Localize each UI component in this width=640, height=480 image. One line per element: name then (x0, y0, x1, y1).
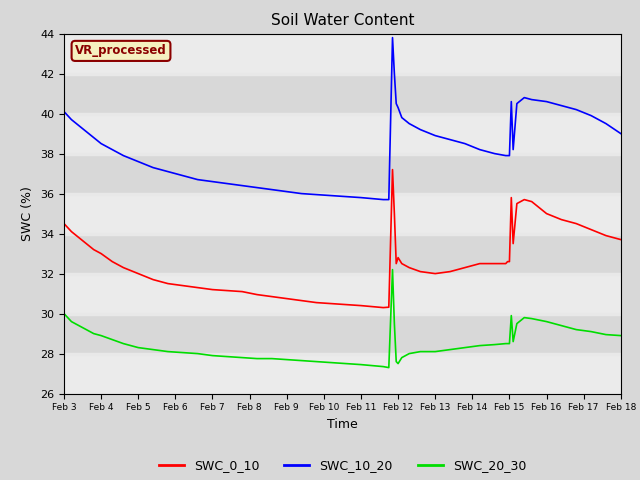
Legend: SWC_0_10, SWC_10_20, SWC_20_30: SWC_0_10, SWC_10_20, SWC_20_30 (154, 455, 531, 477)
Title: Soil Water Content: Soil Water Content (271, 13, 414, 28)
Bar (64, 193, 621, 234)
Bar (64, 274, 621, 313)
Y-axis label: SWC (%): SWC (%) (22, 186, 35, 241)
Text: VR_processed: VR_processed (75, 44, 167, 58)
Bar (64, 114, 621, 154)
X-axis label: Time: Time (327, 418, 358, 431)
Bar (64, 34, 621, 73)
Bar (64, 354, 621, 394)
